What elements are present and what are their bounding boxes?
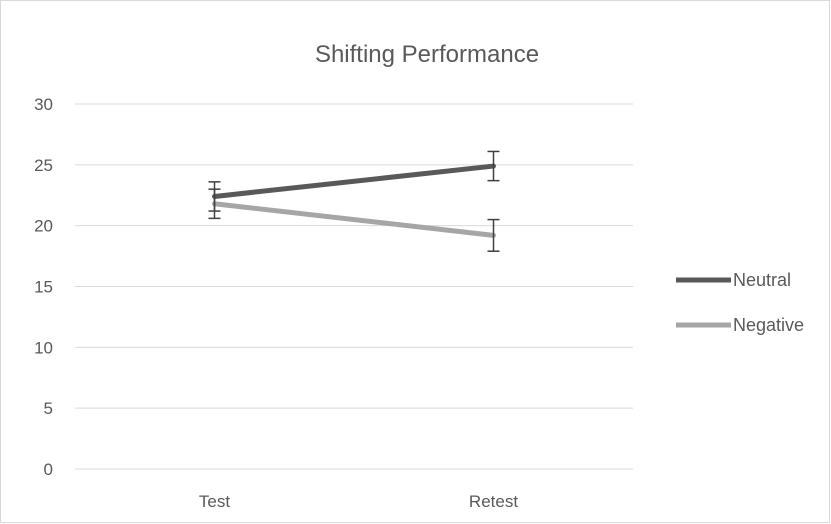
y-tick-label: 30 — [34, 95, 53, 114]
chart-title: Shifting Performance — [315, 41, 539, 68]
y-tick-label: 25 — [34, 156, 53, 175]
y-tick-label: 10 — [34, 338, 53, 357]
y-tick-label: 20 — [34, 217, 53, 236]
legend-label: Neutral — [733, 270, 791, 290]
legend-label: Negative — [733, 315, 804, 335]
y-tick-label: 5 — [44, 399, 53, 418]
y-tick-label: 15 — [34, 278, 53, 297]
x-tick-label: Retest — [469, 492, 518, 511]
y-tick-label: 0 — [44, 460, 53, 479]
x-tick-label: Test — [199, 492, 230, 511]
